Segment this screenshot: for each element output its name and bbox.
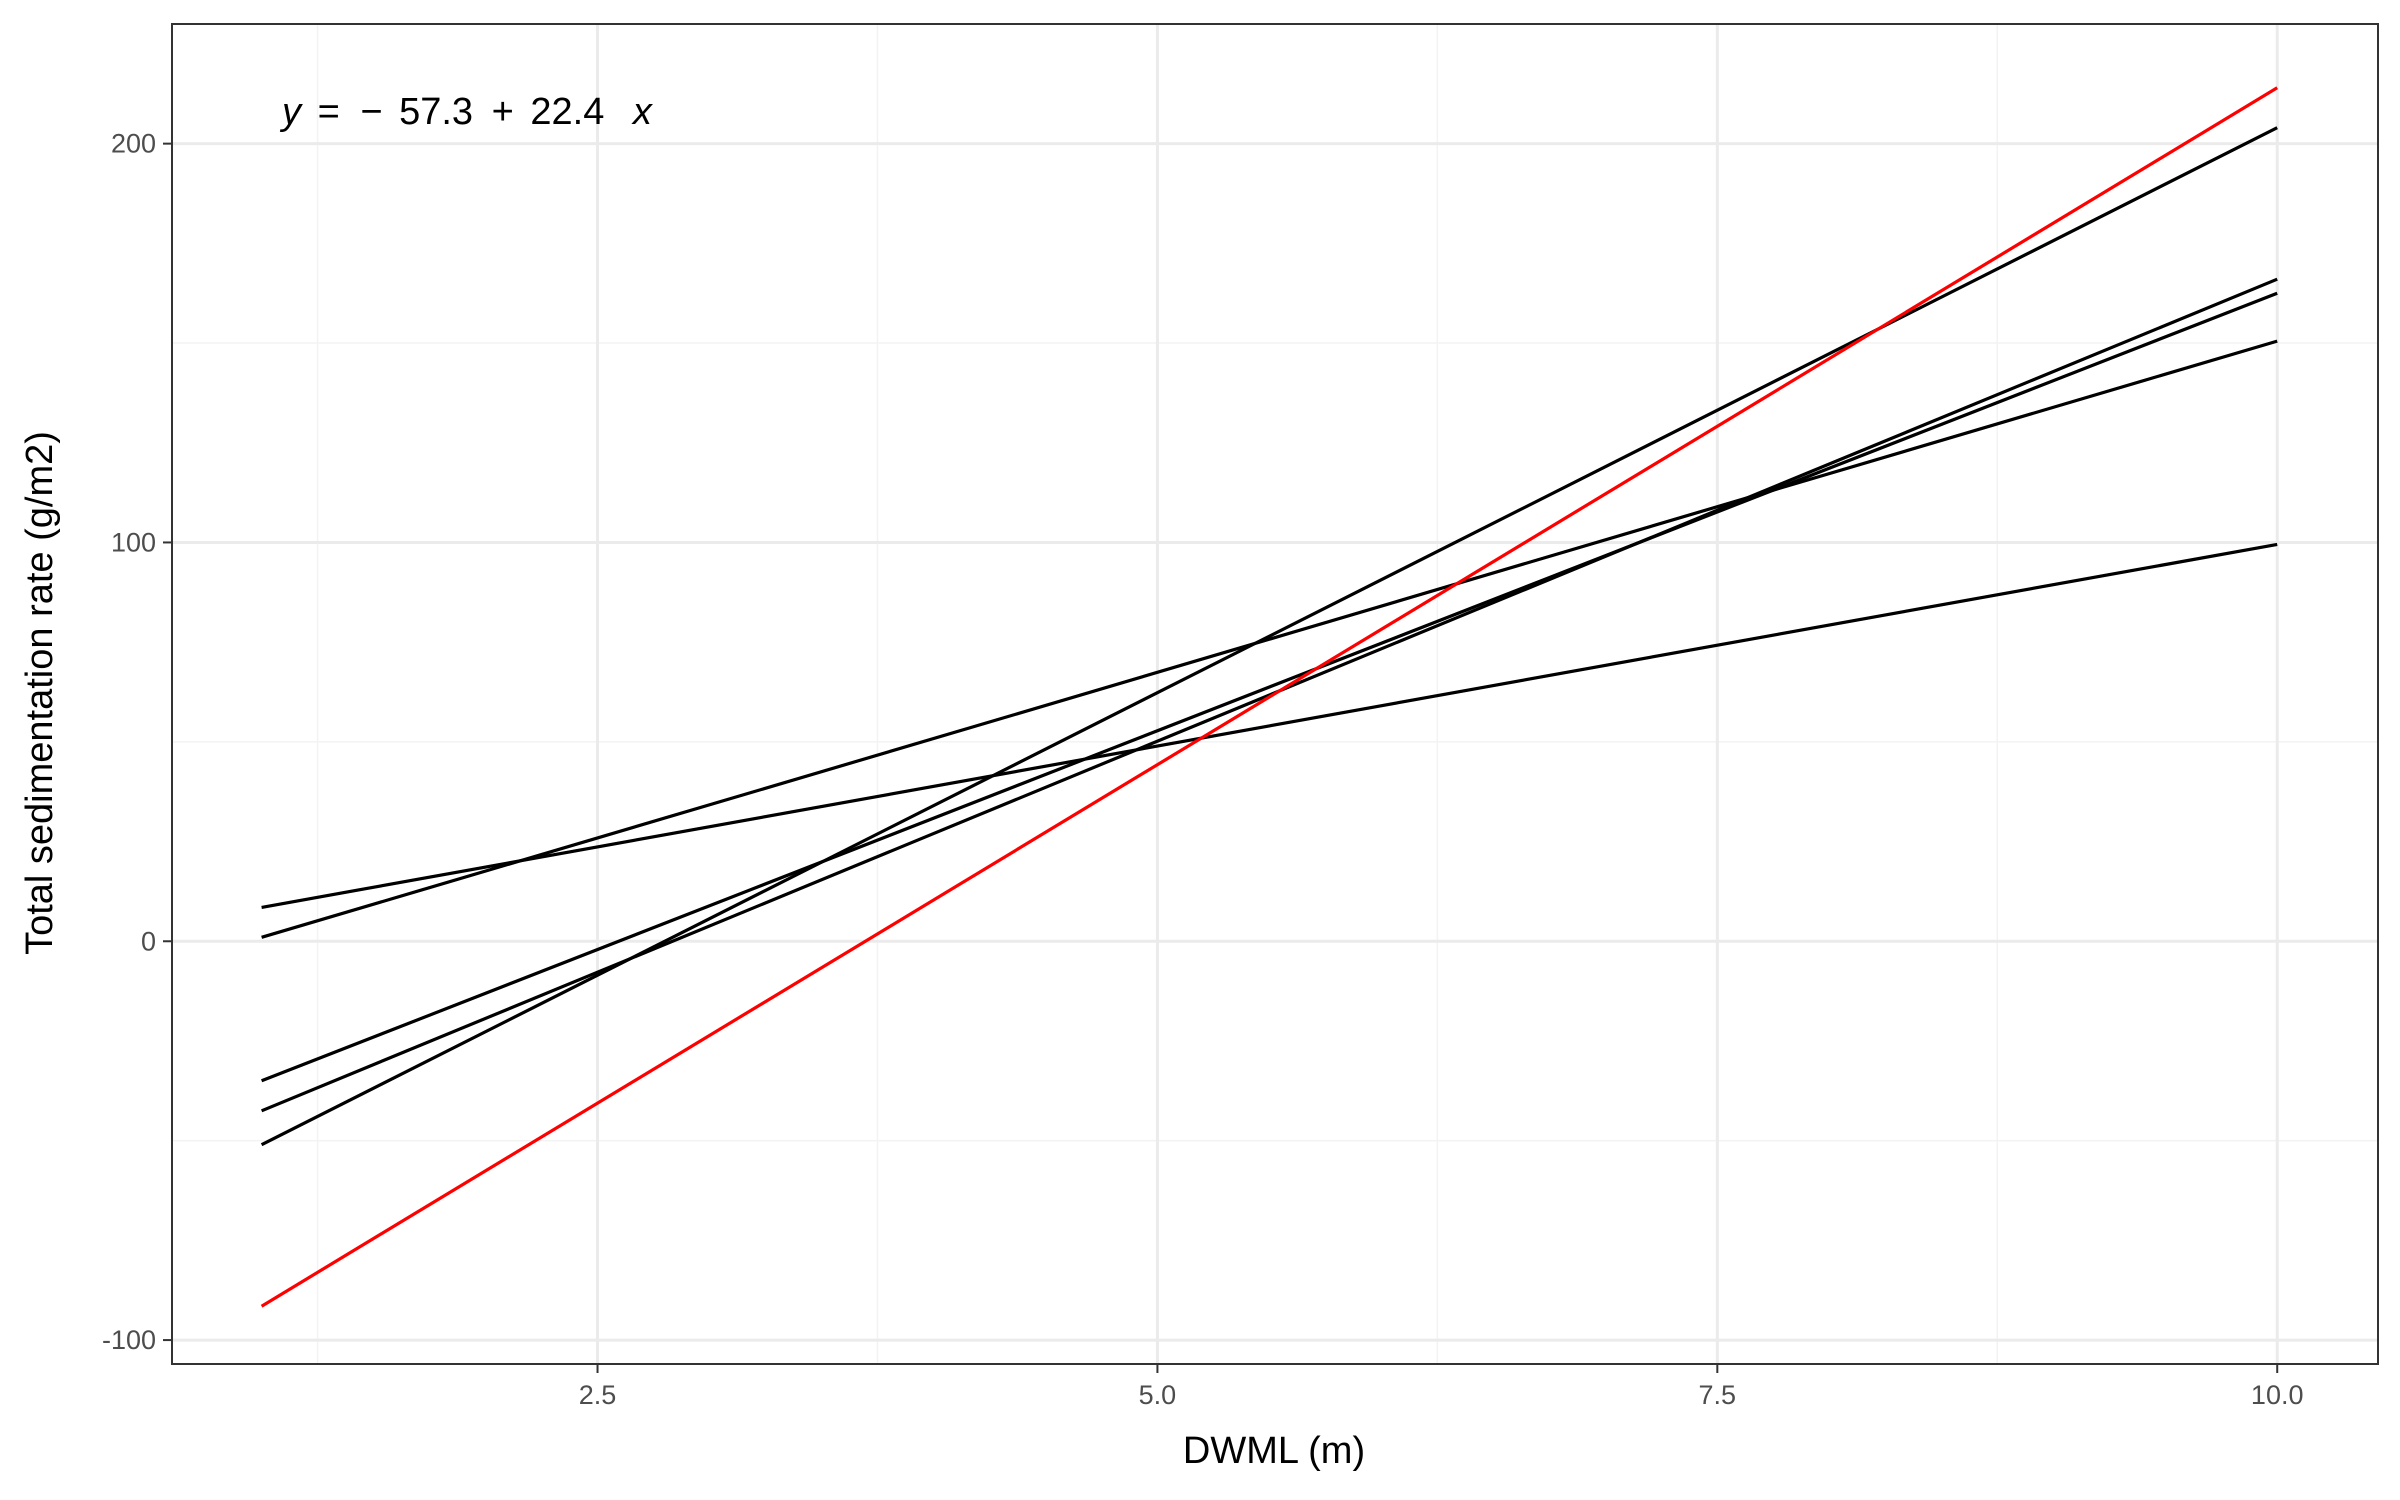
series-line-4: [260, 277, 2278, 1113]
y-tick-label: 100: [111, 527, 156, 557]
y-tick-labels: -100 0 100 200: [102, 129, 156, 1355]
series-layer: [260, 86, 2279, 1308]
regression-equation: y = − 57.3 + 22.4 x: [279, 91, 654, 133]
series-line-2: [261, 339, 2278, 939]
y-axis-title: Total sedimentation rate (g/m2): [19, 431, 61, 955]
axis-ticks: [163, 142, 2279, 1373]
series-line-3: [261, 291, 2278, 1083]
series-line-5: [260, 126, 2278, 1147]
series-line-1: [261, 542, 2278, 909]
panel-border: [171, 23, 2379, 1365]
x-tick-label: 2.5: [579, 1380, 617, 1410]
equation-lhs: y: [279, 91, 303, 133]
y-tick-label: -100: [102, 1325, 156, 1355]
x-axis-title: DWML (m): [1183, 1430, 1365, 1472]
equation-slope: 22.4: [530, 91, 604, 133]
equation-plus: +: [492, 91, 514, 133]
major-grid: [172, 24, 2378, 1364]
x-tick-label: 5.0: [1139, 1380, 1177, 1410]
y-tick-label: 200: [111, 129, 156, 159]
equation-intercept: 57.3: [399, 91, 473, 133]
y-tick-label: 0: [141, 926, 156, 956]
x-tick-label: 7.5: [1699, 1380, 1737, 1410]
equation-variable: x: [631, 91, 654, 133]
x-tick-label: 10.0: [2251, 1380, 2304, 1410]
x-tick-labels: 2.5 5.0 7.5 10.0: [579, 1380, 2304, 1410]
minor-grid: [172, 24, 2378, 1364]
equation-equals: =: [318, 91, 340, 133]
highlight-series-line: [260, 86, 2279, 1308]
equation-minus: −: [360, 91, 382, 133]
